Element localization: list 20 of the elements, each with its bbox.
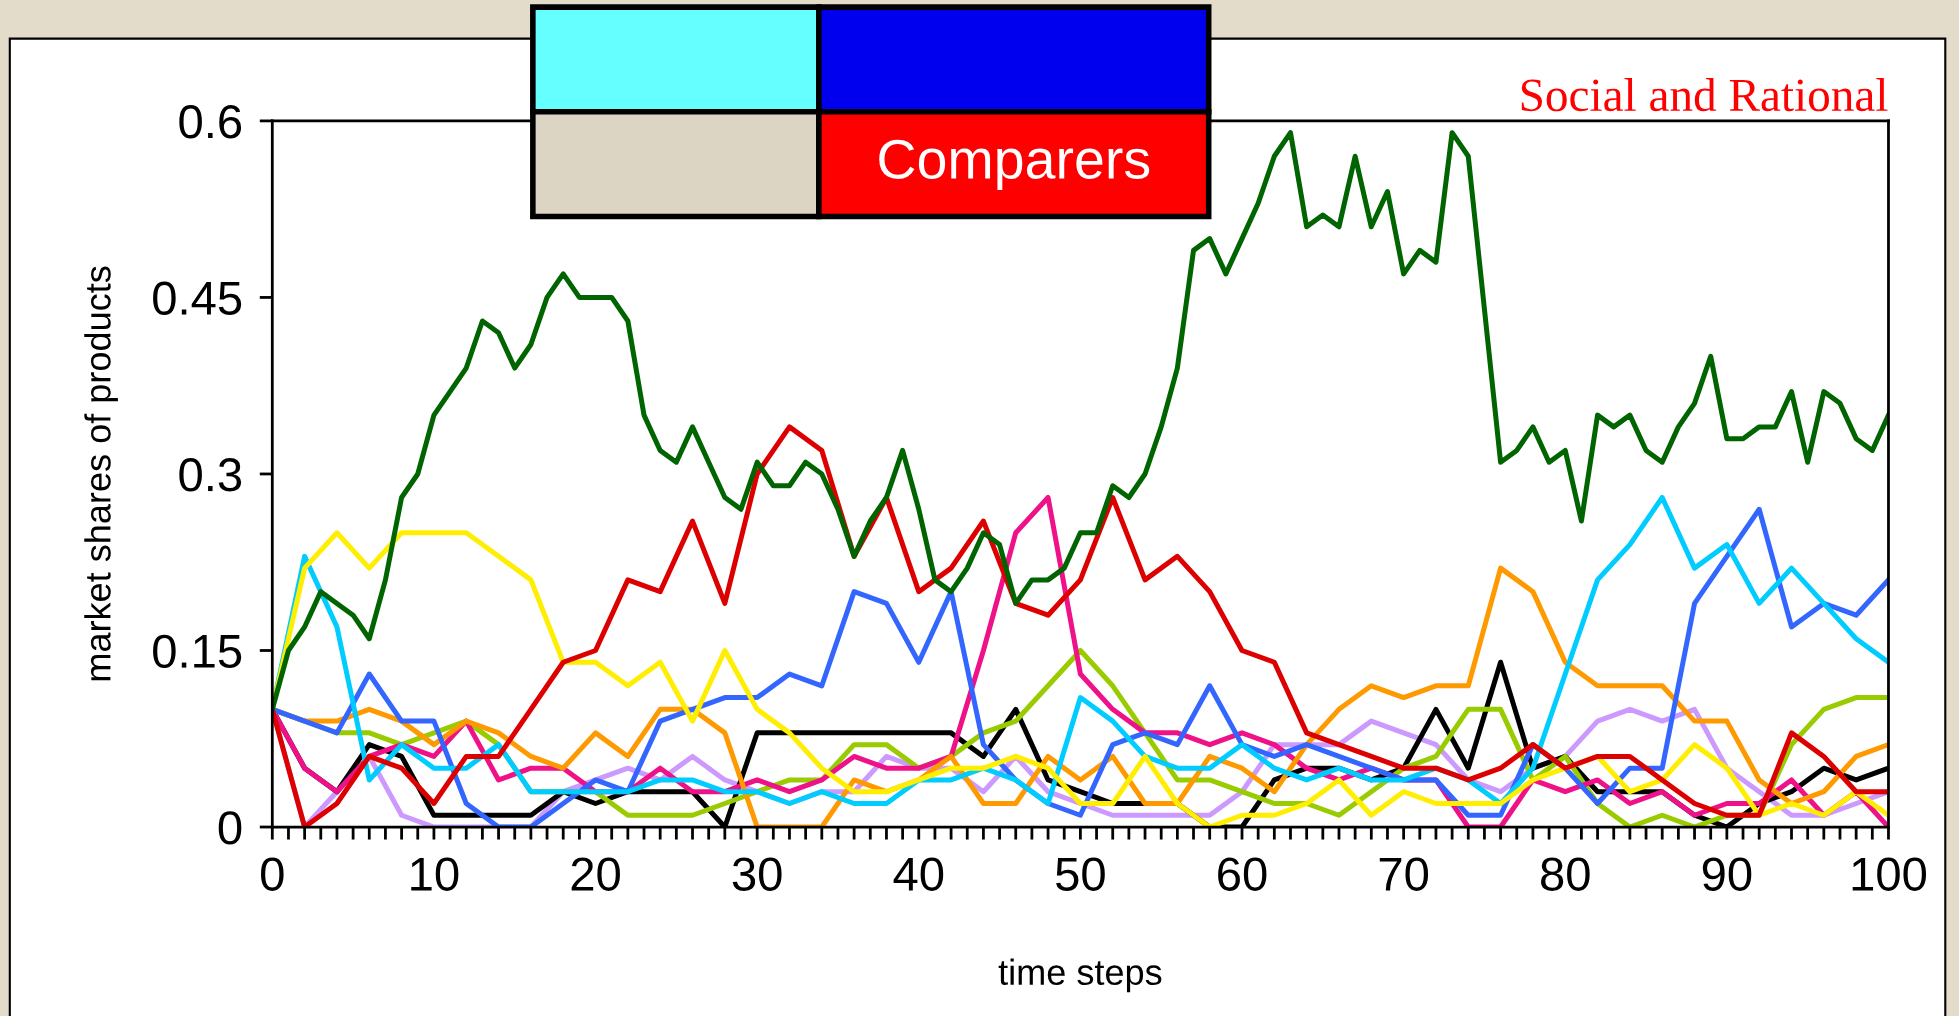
x-tick-label: 40 <box>893 857 944 891</box>
y-tick-label: 0.3 <box>179 458 242 492</box>
y-tick-label: 0 <box>218 811 242 845</box>
x-tick-label: 60 <box>1218 857 1267 891</box>
x-tick-label: 20 <box>571 857 620 891</box>
chart-title: Social and Rational <box>1521 78 1888 112</box>
x-tick-label: 100 <box>1852 857 1927 891</box>
y-tick-label: 0.6 <box>179 105 242 139</box>
y-tick-label: 0.45 <box>153 281 242 316</box>
x-tick-label: 30 <box>732 857 782 891</box>
x-tick-label: 90 <box>1702 857 1752 891</box>
x-tick-label: 70 <box>1379 857 1429 891</box>
y-tick-label: 0.15 <box>153 634 242 669</box>
y-axis-title: market shares of products <box>84 266 118 681</box>
x-axis-title: time steps <box>998 958 1162 993</box>
x-tick-label: 10 <box>411 857 459 891</box>
x-tick-label: 50 <box>1056 857 1105 891</box>
annotation: Comparers <box>879 139 1150 190</box>
x-tick-label: 0 <box>261 857 284 891</box>
x-tick-label: 80 <box>1541 857 1590 891</box>
